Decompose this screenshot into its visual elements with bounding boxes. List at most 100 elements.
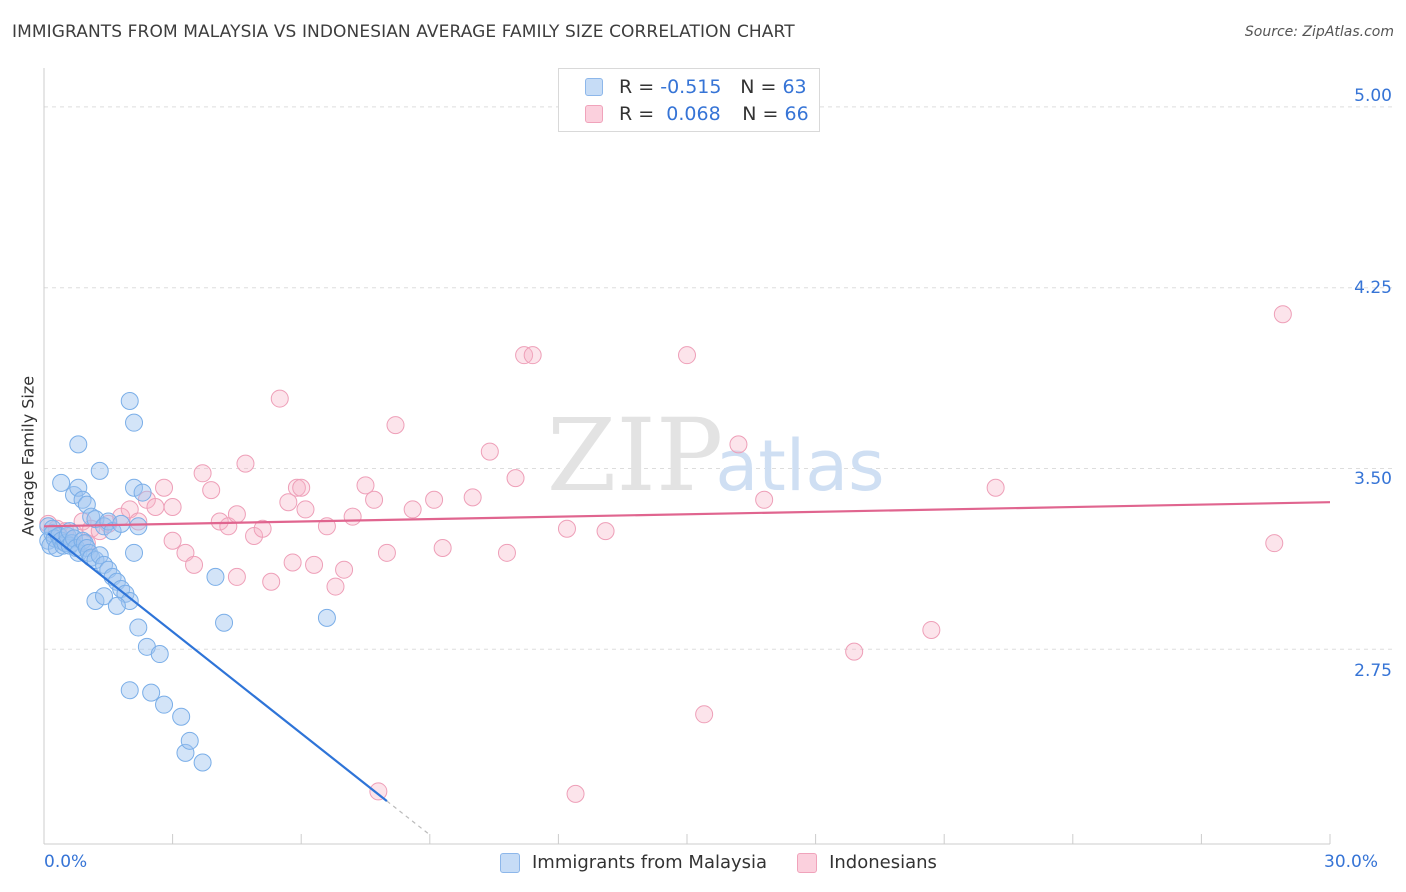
legend-r-label: R = xyxy=(619,76,655,98)
legend-label-malaysia: Immigrants from Malaysia xyxy=(532,852,768,873)
y-axis-title: Average Family Size xyxy=(18,375,38,537)
data-point-malaysia xyxy=(142,683,161,702)
data-point-malaysia xyxy=(120,681,139,700)
data-point-indonesians xyxy=(356,476,375,495)
data-point-indonesians xyxy=(146,498,165,517)
legend-n-label: N = xyxy=(742,103,779,125)
data-point-malaysia xyxy=(69,478,88,497)
data-point-indonesians xyxy=(227,567,246,586)
data-point-indonesians xyxy=(433,539,452,557)
y-tick-label: 5.00 xyxy=(1354,86,1392,106)
chart-title: IMMIGRANTS FROM MALAYSIA VS INDONESIAN A… xyxy=(12,22,795,42)
legend-n-value: 66 xyxy=(784,103,809,125)
data-point-indonesians xyxy=(1265,534,1284,553)
data-point-indonesians xyxy=(326,577,345,596)
legend-n-value: 63 xyxy=(782,76,807,98)
data-point-indonesians xyxy=(236,454,255,473)
watermark-atlas: atlas xyxy=(715,425,884,507)
legend-row-indonesians: R = 0.068 N = 66 xyxy=(585,102,809,126)
data-point-indonesians xyxy=(163,498,182,517)
data-point-indonesians xyxy=(463,488,482,507)
legend-r-value: -0.515 xyxy=(660,76,722,98)
data-point-indonesians xyxy=(845,642,864,661)
data-point-malaysia xyxy=(133,483,152,502)
watermark-zip: ZIP xyxy=(547,397,723,514)
data-point-indonesians xyxy=(262,572,281,591)
data-point-indonesians xyxy=(755,490,774,509)
data-point-malaysia xyxy=(150,645,169,664)
data-point-malaysia xyxy=(317,608,336,627)
data-point-malaysia xyxy=(176,743,195,762)
data-point-indonesians xyxy=(922,620,941,639)
legend-item-indonesians: Indonesians xyxy=(797,852,937,873)
data-point-malaysia xyxy=(125,478,144,497)
data-point-indonesians xyxy=(566,784,585,803)
legend-swatch-pink xyxy=(585,105,603,123)
data-point-indonesians xyxy=(480,442,499,461)
data-point-indonesians xyxy=(425,490,444,509)
legend-swatch-blue xyxy=(500,852,520,873)
trend-line-indonesians xyxy=(43,501,1331,528)
data-point-indonesians xyxy=(155,478,174,497)
x-min-label: 0.0% xyxy=(44,852,88,872)
data-point-malaysia xyxy=(172,707,191,726)
data-point-indonesians xyxy=(210,512,229,531)
data-point-indonesians xyxy=(729,435,748,454)
data-point-malaysia xyxy=(120,391,139,410)
data-point-indonesians xyxy=(335,560,354,579)
gridlines xyxy=(44,106,1392,650)
data-point-indonesians xyxy=(279,493,298,512)
data-point-indonesians xyxy=(292,478,311,497)
data-point-malaysia xyxy=(52,473,71,492)
data-point-indonesians xyxy=(403,500,422,519)
data-point-malaysia xyxy=(129,618,148,637)
data-point-indonesians xyxy=(596,522,615,541)
axes xyxy=(43,68,1331,845)
series-indonesians xyxy=(39,305,1292,803)
data-point-indonesians xyxy=(163,531,182,550)
legend-n-label: N = xyxy=(740,76,777,98)
data-point-indonesians xyxy=(506,469,525,488)
data-point-indonesians xyxy=(296,500,315,519)
data-point-malaysia xyxy=(155,695,174,714)
legend-r-label: R = xyxy=(619,103,655,125)
y-tick-label: 3.50 xyxy=(1354,469,1392,489)
data-point-malaysia xyxy=(77,495,96,514)
data-point-indonesians xyxy=(1273,305,1292,324)
data-point-indonesians xyxy=(253,519,272,538)
trend-line-malaysia xyxy=(47,532,388,802)
data-point-indonesians xyxy=(270,389,289,408)
y-tick-label: 4.25 xyxy=(1354,278,1392,298)
data-point-malaysia xyxy=(193,753,212,772)
data-point-indonesians xyxy=(386,416,405,435)
data-point-indonesians xyxy=(365,490,384,509)
data-point-malaysia xyxy=(206,567,225,586)
data-point-indonesians xyxy=(523,346,542,365)
series-malaysia xyxy=(39,391,336,772)
data-point-indonesians xyxy=(305,555,324,574)
data-point-indonesians xyxy=(695,705,714,724)
data-point-indonesians xyxy=(497,543,516,562)
source-label: Source: ZipAtlas.com xyxy=(1244,24,1394,40)
data-point-malaysia xyxy=(215,613,234,632)
data-point-malaysia xyxy=(69,435,88,454)
data-point-malaysia xyxy=(86,592,105,611)
data-point-indonesians xyxy=(185,555,204,574)
data-point-malaysia xyxy=(90,546,109,565)
legend-swatch-pink xyxy=(797,852,818,873)
data-point-malaysia xyxy=(125,413,144,432)
legend-r-value: 0.068 xyxy=(666,103,721,125)
data-point-malaysia xyxy=(95,587,114,606)
data-point-malaysia xyxy=(125,543,144,562)
legend-row-malaysia: R = -0.515 N = 63 xyxy=(585,75,807,99)
data-point-indonesians xyxy=(678,346,696,365)
data-point-indonesians xyxy=(287,478,306,497)
data-point-indonesians xyxy=(227,505,246,524)
data-point-indonesians xyxy=(343,507,362,526)
watermark: ZIP atlas xyxy=(547,397,885,514)
data-point-indonesians xyxy=(986,478,1005,497)
legend-swatch-blue xyxy=(585,78,603,96)
data-point-indonesians xyxy=(557,519,576,538)
data-point-malaysia xyxy=(180,731,199,750)
